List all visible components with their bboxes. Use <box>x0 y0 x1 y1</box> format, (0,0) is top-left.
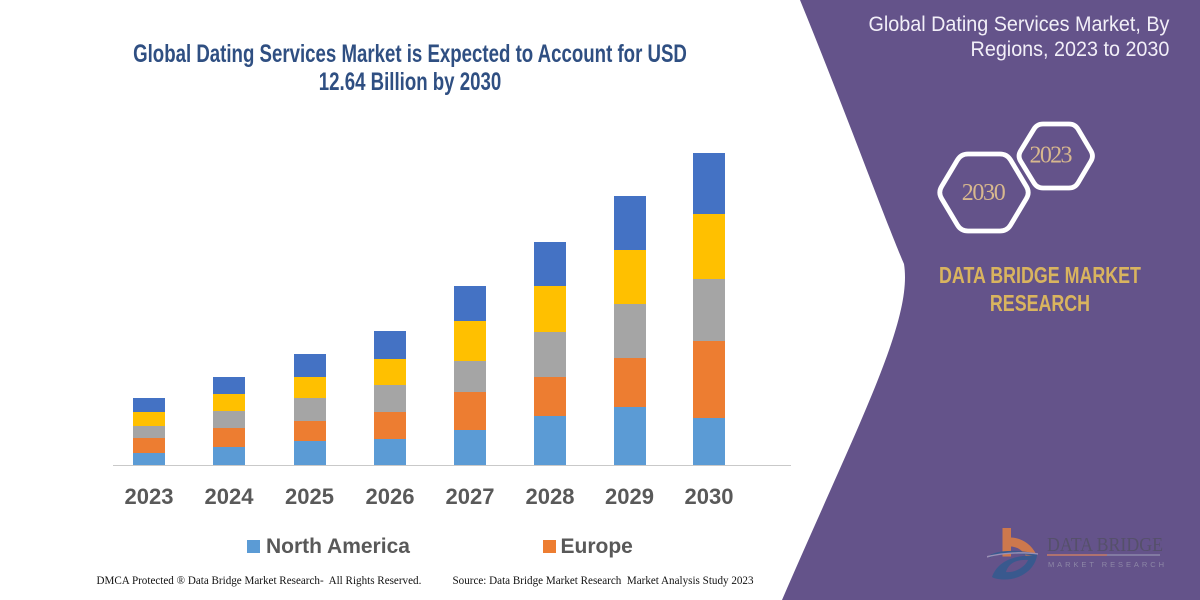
svg-text:2030: 2030 <box>962 180 1006 206</box>
svg-text:2023: 2023 <box>1030 143 1073 169</box>
svg-text:MARKET RESEARCH: MARKET RESEARCH <box>1048 560 1164 569</box>
svg-text:DATA BRIDGE: DATA BRIDGE <box>1047 534 1163 556</box>
